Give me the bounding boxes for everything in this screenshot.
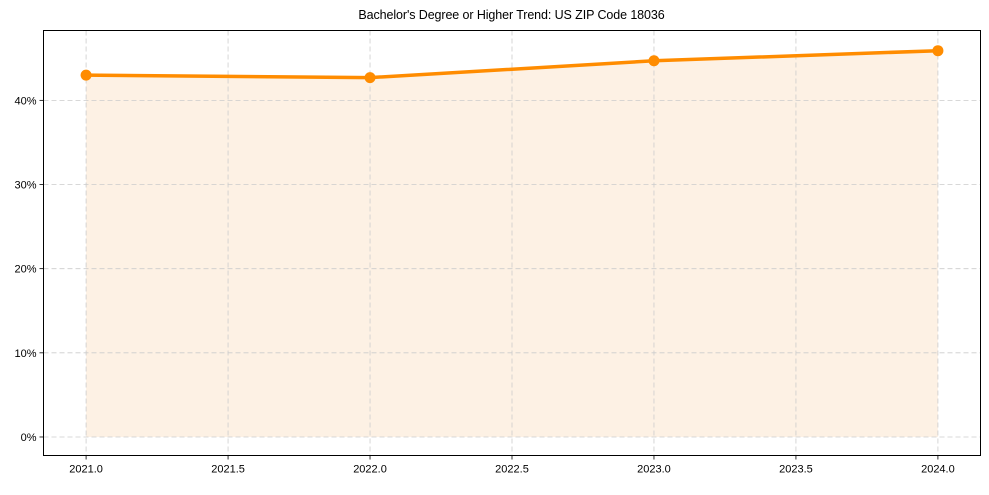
data-line: [84, 48, 940, 80]
chart-title: Bachelor's Degree or Higher Trend: US ZI…: [358, 8, 665, 22]
y-axis-ticks: 0% 10% 20% 30% 40%: [14, 95, 44, 444]
data-point-marker: [364, 72, 376, 84]
x-tick-label: 2021.5: [211, 464, 245, 476]
data-markers: [80, 45, 944, 84]
data-point-marker: [80, 69, 92, 81]
x-axis-ticks: 2021.0 2021.5 2022.0 2022.5 2023.0 2023.5 2024…: [69, 455, 955, 476]
y-tick-label: 40%: [14, 95, 36, 107]
data-point-marker: [648, 55, 660, 67]
x-tick-label: 2022.5: [495, 464, 529, 476]
x-tick-label: 2022.0: [353, 464, 387, 476]
y-tick-label: 30%: [14, 180, 36, 192]
data-point-marker: [932, 45, 944, 57]
trend-line: [84, 48, 940, 80]
x-tick-label: 2024.0: [921, 464, 955, 476]
x-tick-label: 2021.0: [69, 464, 103, 476]
area-fill-shape: [86, 50, 938, 437]
y-tick-label: 20%: [14, 264, 36, 276]
gridlines: [43, 30, 981, 456]
area-fill: [86, 50, 938, 437]
y-tick-label: 10%: [14, 348, 36, 360]
x-tick-label: 2023.0: [637, 464, 671, 476]
x-tick-label: 2023.5: [779, 464, 813, 476]
y-tick-label: 0%: [21, 432, 37, 444]
